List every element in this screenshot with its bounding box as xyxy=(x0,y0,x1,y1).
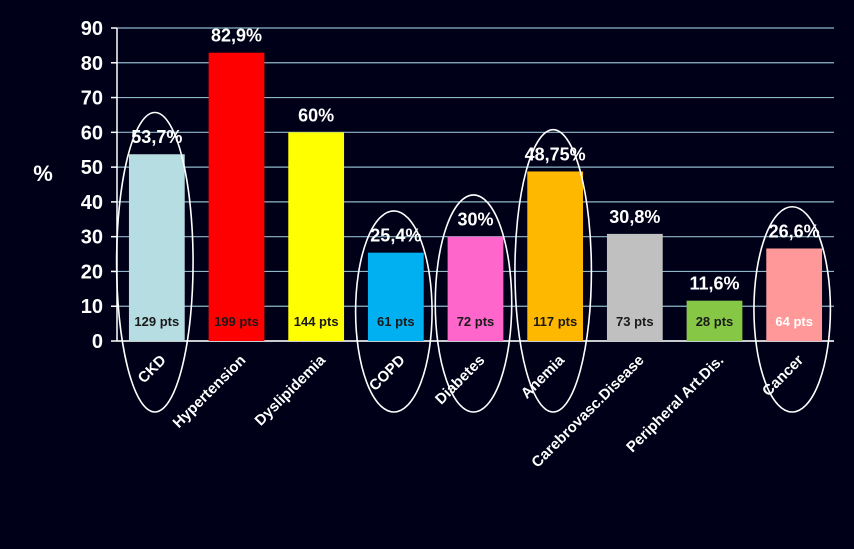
bar-pts-label: 72 pts xyxy=(457,314,495,329)
bars xyxy=(128,52,823,341)
y-tick-label: 50 xyxy=(81,157,103,179)
y-tick-label: 80 xyxy=(81,53,103,75)
highlight-ellipse xyxy=(434,194,513,413)
bar-pts-label: 64 pts xyxy=(775,314,813,329)
bar-value-label: 82,9% xyxy=(211,26,262,46)
bar-pts-label: 61 pts xyxy=(377,314,415,329)
y-tick-label: 70 xyxy=(81,88,103,110)
bar-value-label: 30% xyxy=(457,210,493,230)
y-axis-label: % xyxy=(33,161,53,186)
bar-dyslipidemia xyxy=(288,132,345,341)
highlight-ellipses xyxy=(115,111,832,413)
bar-cancer xyxy=(766,248,823,341)
bar-value-label: 48,75% xyxy=(525,144,586,164)
bar-anemia xyxy=(527,171,584,341)
bar-value-label: 53,7% xyxy=(131,127,182,147)
bar-value-label: 60% xyxy=(298,105,334,125)
bar-carebrovasc-disease xyxy=(606,233,663,341)
y-tick-label: 10 xyxy=(81,296,103,318)
bar-copd xyxy=(367,252,424,341)
bar-pts-label: 73 pts xyxy=(616,314,654,329)
highlight-ellipse xyxy=(354,210,433,413)
bar-ckd xyxy=(128,154,185,341)
bar-value-label: 25,4% xyxy=(370,226,421,246)
bar-value-label: 26,6% xyxy=(769,221,820,241)
bar-pts-label: 28 pts xyxy=(696,314,734,329)
y-tick-label: 0 xyxy=(92,331,103,353)
highlight-ellipse xyxy=(514,128,593,413)
y-tick-label: 40 xyxy=(81,192,103,214)
bar-pts-label: 199 pts xyxy=(214,314,259,329)
bar-pts-label: 144 pts xyxy=(294,314,339,329)
bar-value-label: 30,8% xyxy=(609,207,660,227)
bar-pts-label: 117 pts xyxy=(533,314,577,329)
bar-diabetes xyxy=(447,236,504,341)
highlight-ellipse xyxy=(115,111,194,413)
y-tick-label: 90 xyxy=(81,18,103,40)
y-tick-label: 20 xyxy=(81,261,103,283)
y-tick-label: 60 xyxy=(81,122,103,144)
bar-value-label: 11,6% xyxy=(689,274,739,294)
y-tick-label: 30 xyxy=(81,227,103,249)
bar-hypertension xyxy=(208,52,265,341)
bar-pts-label: 129 pts xyxy=(134,314,179,329)
bar-peripheral-art-dis- xyxy=(686,300,743,341)
highlight-ellipse xyxy=(753,205,832,413)
